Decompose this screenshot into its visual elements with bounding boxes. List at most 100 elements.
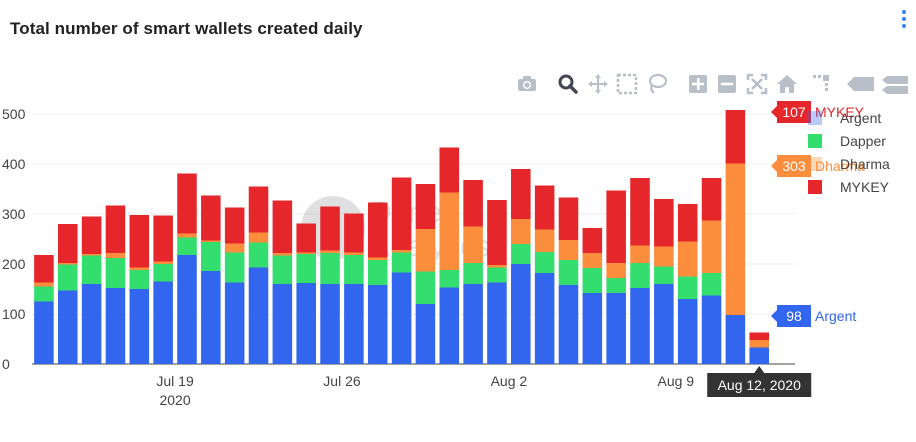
bar-dapper[interactable] [582, 268, 603, 293]
lasso-icon[interactable] [645, 72, 669, 96]
spike-lines-icon[interactable] [810, 72, 834, 96]
bar-argent[interactable] [177, 255, 197, 364]
bar-argent[interactable] [463, 284, 483, 364]
bar-mykey[interactable] [391, 177, 412, 251]
bar-argent[interactable] [272, 284, 293, 364]
bar-argent[interactable] [630, 288, 650, 364]
autoscale-icon[interactable] [745, 72, 769, 96]
bar-mykey[interactable] [606, 190, 626, 264]
bar-argent[interactable] [415, 304, 436, 364]
bar-argent[interactable] [201, 271, 221, 364]
bar-dapper[interactable] [391, 252, 412, 273]
bar-dharma[interactable] [272, 253, 293, 256]
bar-mykey[interactable] [105, 205, 126, 254]
bar-mykey[interactable] [320, 206, 340, 251]
bar-dapper[interactable] [487, 267, 507, 283]
bar-mykey[interactable] [129, 215, 150, 268]
bar-mykey[interactable] [630, 178, 650, 246]
bar-dharma[interactable] [296, 252, 316, 255]
bar-argent[interactable] [153, 281, 173, 365]
bar-dapper[interactable] [129, 270, 150, 289]
bar-dapper[interactable] [534, 252, 555, 273]
bar-dharma[interactable] [415, 229, 436, 272]
bar-dharma[interactable] [224, 243, 245, 253]
bar-dharma[interactable] [129, 267, 150, 271]
bar-dharma[interactable] [153, 261, 173, 265]
bar-dapper[interactable] [296, 254, 316, 283]
bar-mykey[interactable] [701, 178, 722, 221]
bar-dapper[interactable] [677, 276, 698, 300]
bar-mykey[interactable] [224, 207, 245, 244]
bar-argent[interactable] [344, 284, 364, 364]
bar-argent[interactable] [606, 293, 626, 364]
bar-argent[interactable] [367, 285, 388, 364]
reset-axes-icon[interactable] [775, 72, 799, 96]
bar-argent[interactable] [81, 284, 102, 364]
bar-mykey[interactable] [177, 173, 197, 234]
bar-dharma[interactable] [606, 263, 626, 278]
more-options-icon[interactable] [900, 8, 908, 34]
bar-argent[interactable] [582, 293, 603, 364]
bar-dapper[interactable] [224, 252, 245, 283]
zoom-icon[interactable] [556, 72, 580, 96]
bar-dapper[interactable] [367, 260, 388, 285]
bar-dapper[interactable] [439, 270, 460, 288]
bar-mykey[interactable] [582, 228, 603, 253]
bar-dapper[interactable] [177, 237, 197, 256]
bar-dharma[interactable] [582, 253, 603, 268]
hover-closest-icon[interactable] [845, 72, 875, 96]
bar-mykey[interactable] [272, 200, 293, 254]
bar-dharma[interactable] [749, 340, 770, 348]
bar-dapper[interactable] [153, 264, 173, 282]
bar-dharma[interactable] [463, 226, 483, 264]
bar-mykey[interactable] [415, 184, 436, 229]
bar-mykey[interactable] [463, 180, 483, 227]
bar-dharma[interactable] [34, 282, 54, 287]
bar-dharma[interactable] [677, 241, 698, 277]
bar-argent[interactable] [654, 284, 674, 364]
bar-argent[interactable] [725, 315, 746, 364]
bar-argent[interactable] [487, 282, 507, 365]
bar-dharma[interactable] [654, 246, 674, 267]
bar-dharma[interactable] [177, 233, 197, 238]
zoom-out-icon[interactable] [715, 72, 739, 96]
bar-mykey[interactable] [367, 202, 388, 258]
bar-mykey[interactable] [296, 223, 316, 253]
bar-mykey[interactable] [439, 147, 460, 193]
bar-argent[interactable] [224, 282, 245, 365]
bar-mykey[interactable] [81, 216, 102, 255]
box-select-icon[interactable] [615, 72, 639, 96]
bar-argent[interactable] [701, 295, 722, 365]
bar-dharma[interactable] [630, 245, 650, 264]
bar-dapper[interactable] [654, 266, 674, 285]
bar-argent[interactable] [439, 287, 460, 365]
bar-mykey[interactable] [677, 204, 698, 242]
pan-icon[interactable] [586, 72, 610, 96]
camera-icon[interactable] [515, 72, 539, 96]
bar-dharma[interactable] [320, 250, 340, 254]
bar-dapper[interactable] [34, 286, 54, 302]
bar-dharma[interactable] [391, 250, 412, 253]
bar-dapper[interactable] [81, 255, 102, 285]
bar-dapper[interactable] [272, 255, 293, 285]
bar-mykey[interactable] [534, 185, 555, 230]
bar-dapper[interactable] [511, 244, 531, 264]
bar-dharma[interactable] [701, 220, 722, 274]
bar-argent[interactable] [57, 290, 78, 365]
bar-dapper[interactable] [320, 253, 340, 284]
bar-mykey[interactable] [749, 332, 770, 341]
bar-dharma[interactable] [105, 253, 126, 258]
bar-dharma[interactable] [57, 263, 78, 265]
bar-dapper[interactable] [415, 271, 436, 305]
bar-argent[interactable] [296, 283, 316, 364]
bar-dapper[interactable] [558, 260, 579, 285]
bar-dapper[interactable] [201, 242, 221, 271]
bar-dapper[interactable] [248, 242, 269, 268]
bar-dharma[interactable] [81, 254, 102, 256]
bar-mykey[interactable] [511, 169, 531, 219]
bar-dapper[interactable] [105, 258, 126, 288]
bar-dapper[interactable] [606, 278, 626, 293]
bar-mykey[interactable] [725, 110, 746, 164]
bar-mykey[interactable] [558, 197, 579, 241]
